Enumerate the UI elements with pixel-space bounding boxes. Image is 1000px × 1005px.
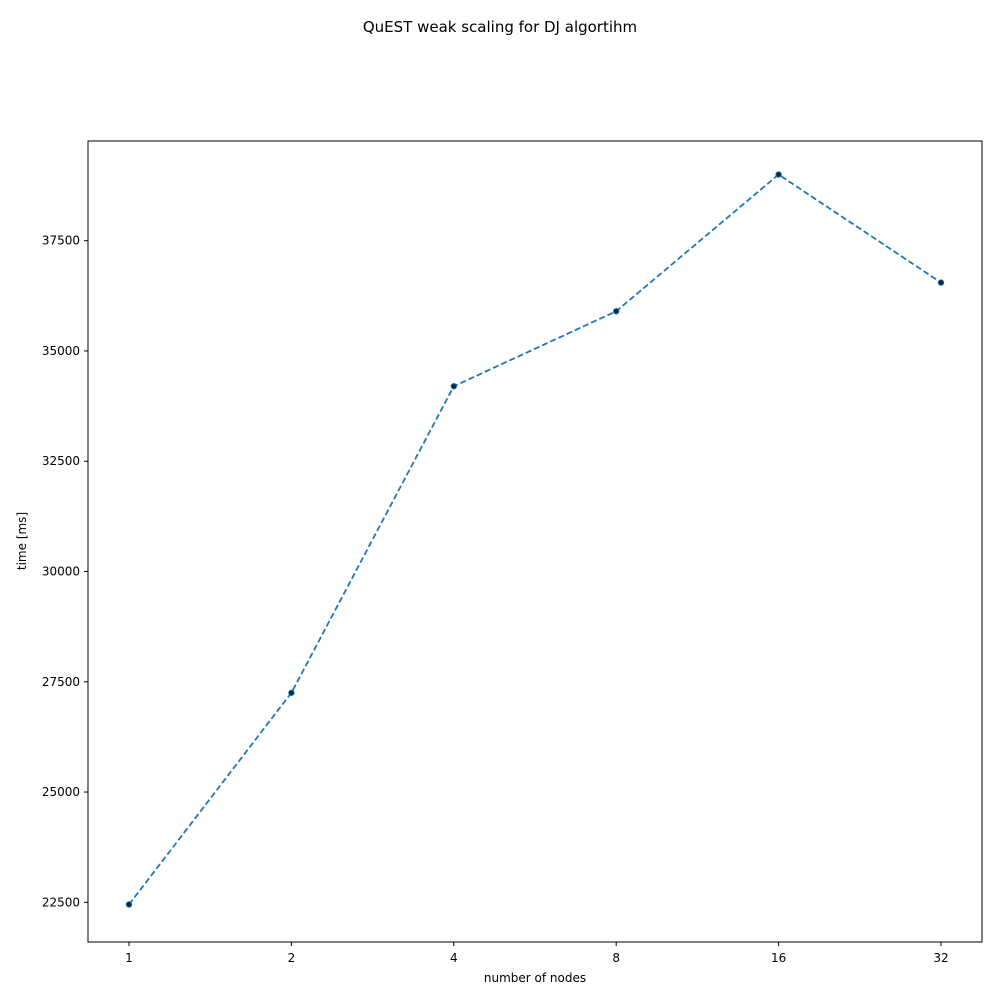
y-tick-label: 30000 (42, 564, 80, 578)
y-tick-label: 32500 (42, 454, 80, 468)
y-tick-label: 35000 (42, 344, 80, 358)
x-axis-ticks: 1 2 4 8 16 32 (125, 942, 949, 965)
x-tick-label: 2 (288, 951, 296, 965)
data-point (450, 383, 457, 390)
data-point (775, 171, 782, 178)
data-point (288, 689, 295, 696)
chart-title: QuEST weak scaling for DJ algortihm (363, 18, 637, 36)
y-tick-label: 37500 (42, 234, 80, 248)
y-tick-label: 27500 (42, 675, 80, 689)
y-axis-label: time [ms] (15, 512, 29, 570)
y-axis-ticks: 22500 25000 27500 30000 32500 35000 37500 (42, 234, 88, 909)
x-tick-label: 4 (450, 951, 458, 965)
data-point (125, 901, 133, 908)
plot-area-frame (87, 140, 983, 943)
x-tick-label: 1 (125, 951, 133, 965)
data-point (937, 279, 945, 286)
plot-series (125, 171, 945, 908)
series-line (128, 173, 942, 906)
x-axis-label: number of nodes (484, 971, 586, 985)
y-tick-label: 22500 (42, 895, 80, 909)
x-tick-label: 16 (771, 951, 786, 965)
y-tick-label: 25000 (42, 785, 80, 799)
x-tick-label: 32 (933, 951, 948, 965)
x-tick-label: 8 (612, 951, 620, 965)
data-point (613, 308, 620, 315)
